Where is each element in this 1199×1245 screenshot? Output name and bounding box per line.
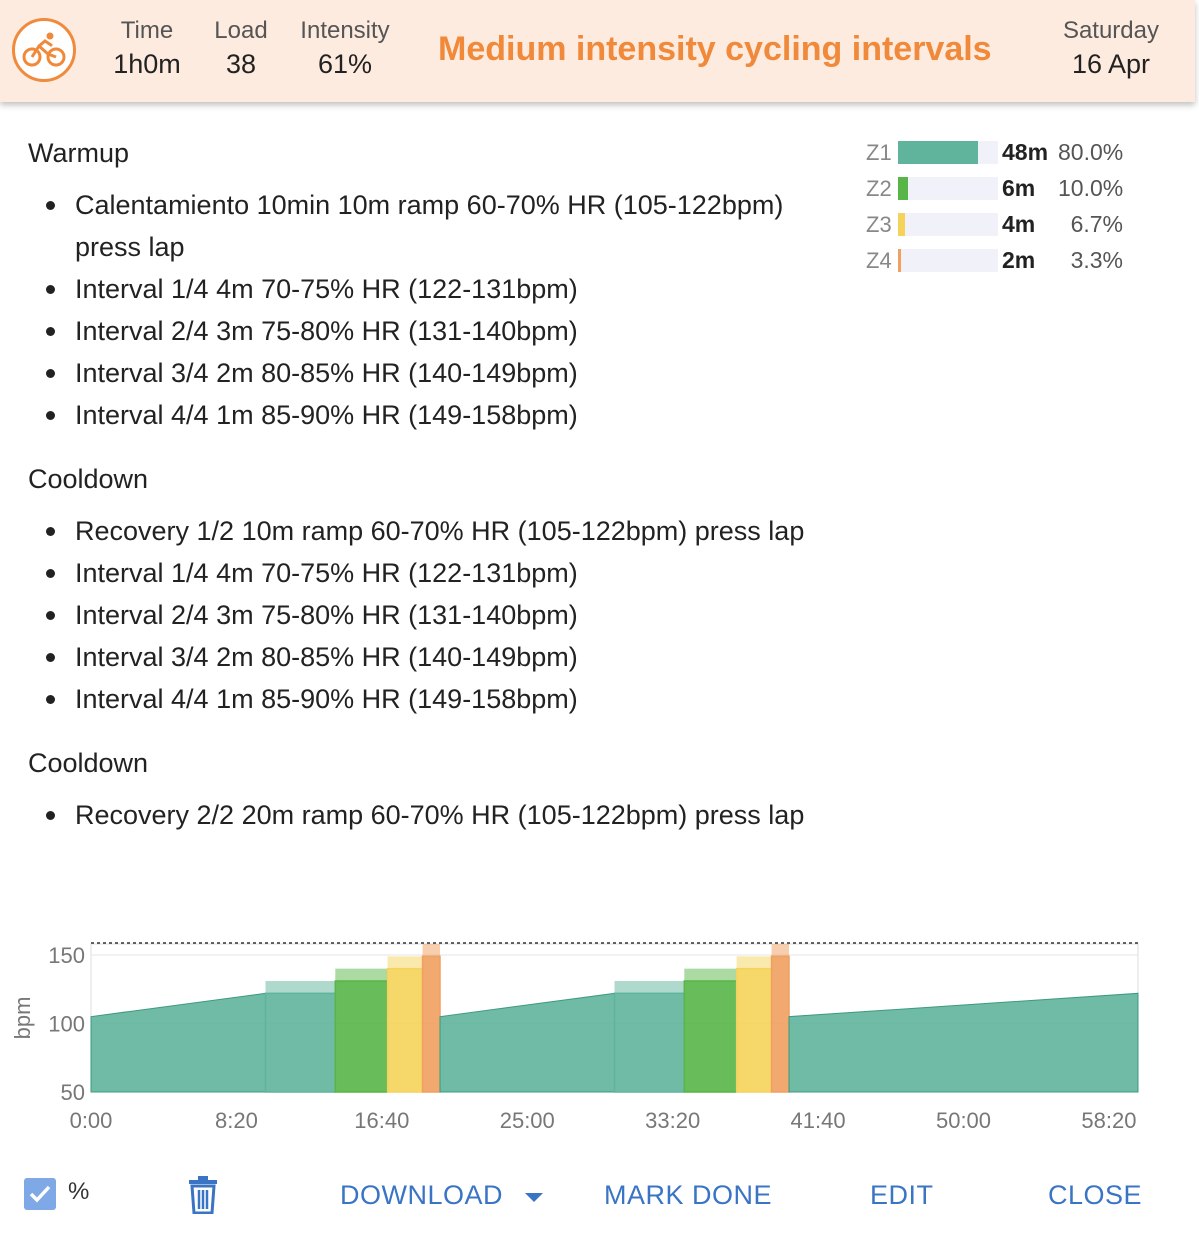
- list-item: Interval 4/4 1m 85-90% HR (149-158bpm): [30, 678, 850, 720]
- zone-bar: [898, 213, 905, 236]
- zone-percent: 80.0%: [1058, 139, 1124, 165]
- x-tick-label: 58:20: [1081, 1108, 1136, 1133]
- x-tick-label: 50:00: [936, 1108, 991, 1133]
- load-label: Load: [214, 17, 268, 44]
- interval-bar: [386, 967, 424, 1093]
- load-stat: Load 38: [212, 16, 270, 82]
- zone-bar: [898, 177, 908, 200]
- load-value: 38: [225, 49, 257, 79]
- time-value: 1h0m: [113, 49, 181, 79]
- zone-bar: [898, 141, 978, 164]
- step-list: Calentamiento 10min 10m ramp 60-70% HR (…: [30, 184, 850, 436]
- section-title: Cooldown: [28, 748, 149, 778]
- x-tick-label: 41:40: [791, 1108, 846, 1133]
- zone-label: Z4: [866, 248, 892, 273]
- range-band: [771, 944, 789, 957]
- heart-rate-chart: 150 100 50 0:00 8:20 16:40 25:00 33:20 41:40 50:0…: [10, 942, 1139, 1133]
- interval-bar: [613, 992, 686, 1093]
- time-label: Time: [120, 17, 174, 44]
- interval-bar: [421, 955, 441, 1093]
- x-tick-label: 0:00: [70, 1108, 113, 1133]
- zone-percent: 10.0%: [1058, 175, 1124, 201]
- caret-down-icon: [525, 1193, 544, 1202]
- range-band: [684, 968, 737, 981]
- interval-bar: [683, 980, 738, 1093]
- range-band: [736, 956, 772, 969]
- zone-bar-track: [898, 249, 998, 272]
- y-tick-label: 150: [48, 943, 85, 968]
- section-title: Warmup: [28, 138, 130, 168]
- close-button[interactable]: CLOSE: [1048, 1180, 1143, 1210]
- list-item: Recovery 1/2 10m ramp 60-70% HR (105-122…: [30, 510, 850, 552]
- zone-bar-track: [898, 141, 998, 164]
- list-item: Interval 2/4 3m 75-80% HR (131-140bpm): [30, 594, 850, 636]
- range-band: [335, 968, 388, 981]
- x-tick-label: 8:20: [215, 1108, 258, 1133]
- range-band: [265, 981, 336, 994]
- list-item: Interval 4/4 1m 85-90% HR (149-158bpm): [30, 394, 850, 436]
- date-value: 16 Apr: [1071, 49, 1150, 79]
- check-icon: [29, 1185, 51, 1203]
- trash-icon[interactable]: [186, 1176, 220, 1219]
- weekday: Saturday: [1062, 17, 1159, 44]
- y-tick-label: 100: [48, 1011, 85, 1036]
- list-item: Calentamiento 10min 10m ramp 60-70% HR (…: [30, 184, 850, 268]
- zone-label: Z2: [866, 176, 892, 201]
- zone-label: Z3: [866, 212, 892, 237]
- y-axis-label: bpm: [10, 997, 35, 1040]
- edit-button[interactable]: EDIT: [870, 1180, 934, 1210]
- download-label: DOWNLOAD: [340, 1180, 504, 1210]
- interval-bar: [264, 992, 337, 1093]
- interval-bar: [735, 967, 773, 1093]
- list-item: Interval 2/4 3m 75-80% HR (131-140bpm): [30, 310, 850, 352]
- percent-checkbox[interactable]: [24, 1178, 56, 1210]
- x-tick-label: 25:00: [500, 1108, 555, 1133]
- zone-bar-track: [898, 213, 998, 236]
- range-band: [614, 981, 685, 994]
- ramp-segment: [90, 992, 266, 1093]
- ramp-segment: [439, 992, 615, 1093]
- y-tick-label: 50: [61, 1080, 85, 1105]
- time-stat: Time 1h0m: [112, 16, 182, 82]
- zone-time: 6m: [1002, 175, 1036, 201]
- workout-header: Time 1h0m Load 38 Intensity 61% Medium i…: [0, 0, 1195, 102]
- intensity-value: 61%: [317, 49, 373, 79]
- list-item: Interval 3/4 2m 80-85% HR (140-149bpm): [30, 636, 850, 678]
- zone-bar: [898, 249, 902, 272]
- step-list: Recovery 1/2 10m ramp 60-70% HR (105-122…: [30, 510, 850, 720]
- list-item: Recovery 2/2 20m ramp 60-70% HR (105-122…: [30, 794, 850, 836]
- intensity-label: Intensity: [300, 17, 390, 44]
- list-item: Interval 1/4 4m 70-75% HR (122-131bpm): [30, 552, 850, 594]
- list-item: Interval 3/4 2m 80-85% HR (140-149bpm): [30, 352, 850, 394]
- interval-bar: [770, 955, 790, 1093]
- zone-bar-track: [898, 177, 998, 200]
- zone-percent: 6.7%: [1070, 211, 1123, 237]
- bike-icon: [12, 18, 76, 82]
- zone-label: Z1: [866, 140, 892, 165]
- chart-plot-area: 150 100 50 0:00 8:20 16:40 25:00 33:20 41:40 50:0…: [10, 942, 1139, 1133]
- mark-done-button[interactable]: MARK DONE: [604, 1180, 773, 1210]
- zone-time: 2m: [1002, 247, 1036, 273]
- step-list: Recovery 2/2 20m ramp 60-70% HR (105-122…: [30, 794, 850, 836]
- workout-title: Medium intensity cycling intervals: [438, 30, 992, 68]
- workout-date: Saturday 16 Apr: [1063, 16, 1159, 82]
- ramp-segment: [788, 992, 1139, 1093]
- x-tick-label: 33:20: [645, 1108, 700, 1133]
- range-band: [422, 944, 440, 957]
- zone-time: 4m: [1002, 211, 1036, 237]
- x-tick-label: 16:40: [354, 1108, 409, 1133]
- intensity-stat: Intensity 61%: [298, 16, 392, 82]
- list-item: Interval 1/4 4m 70-75% HR (122-131bpm): [30, 268, 850, 310]
- percent-label: %: [68, 1178, 90, 1205]
- range-band: [387, 956, 423, 969]
- zone-time: 48m: [1002, 139, 1049, 165]
- zone-percent: 3.3%: [1070, 247, 1123, 273]
- download-button[interactable]: DOWNLOAD: [340, 1180, 545, 1211]
- section-title: Cooldown: [28, 464, 149, 494]
- interval-bar: [334, 980, 389, 1093]
- dialog-footer: % DOWNLOAD MARK DONE EDIT CLOSE: [0, 1160, 1199, 1230]
